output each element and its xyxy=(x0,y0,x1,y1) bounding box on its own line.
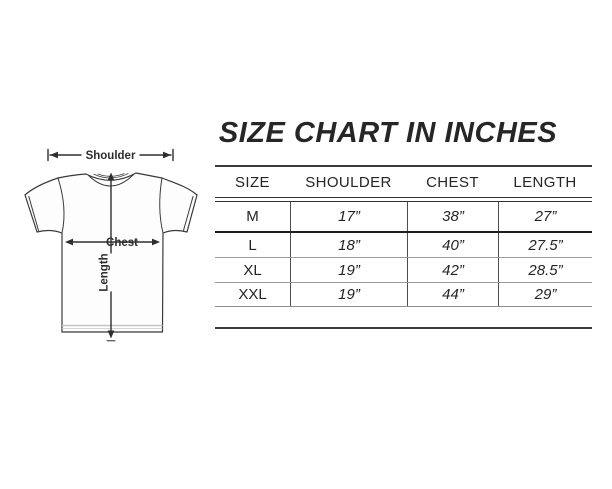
cell-length: 28.5” xyxy=(498,258,592,282)
column-header-length: LENGTH xyxy=(513,173,577,191)
table-bottom-spacer xyxy=(215,307,592,327)
shoulder-label: Shoulder xyxy=(86,150,136,162)
column-header-chest: CHEST xyxy=(426,173,479,191)
hem-band xyxy=(61,324,163,329)
header-double-rule xyxy=(215,197,592,202)
column-header-shoulder: SHOULDER xyxy=(305,173,392,191)
cell-shoulder: 19” xyxy=(290,283,407,306)
table-top-rule xyxy=(215,165,592,167)
cell-shoulder: 18” xyxy=(290,233,407,257)
cell-length: 29” xyxy=(498,283,592,306)
cell-chest: 40” xyxy=(407,233,498,257)
table-row-m: M 17” 38” 27” xyxy=(215,202,592,233)
size-table: SIZE SHOULDER CHEST LENGTH M 17” 38” 27”… xyxy=(215,165,592,329)
cell-size: L xyxy=(248,236,257,254)
cell-length: 27” xyxy=(498,202,592,231)
cell-size: XL xyxy=(243,261,262,279)
length-arrow xyxy=(106,172,116,342)
tshirt-diagram-svg: Shoulder Length Chest xyxy=(24,148,198,342)
cell-chest: 42” xyxy=(407,258,498,282)
column-header-size: SIZE xyxy=(235,173,270,191)
table-row-l: L 18” 40” 27.5” xyxy=(215,233,592,258)
cell-chest: 38” xyxy=(407,202,498,231)
table-bottom-rule xyxy=(215,327,592,329)
cell-size: XXL xyxy=(238,286,267,303)
cell-shoulder: 19” xyxy=(290,258,407,282)
length-label: Length xyxy=(99,253,111,291)
chest-label: Chest xyxy=(106,237,138,249)
cell-chest: 44” xyxy=(407,283,498,306)
cell-length: 27.5” xyxy=(498,233,592,257)
table-header-row: SIZE SHOULDER CHEST LENGTH xyxy=(215,167,592,197)
cell-size: M xyxy=(246,208,259,225)
tshirt-measurement-diagram: Shoulder Length Chest xyxy=(18,140,213,348)
table-row-xl: XL 19” 42” 28.5” xyxy=(215,258,592,283)
page-title: SIZE CHART IN INCHES xyxy=(218,117,558,149)
cell-shoulder: 17” xyxy=(290,202,407,231)
table-row-xxl: XXL 19” 44” 29” xyxy=(215,283,592,307)
shoulder-arrow xyxy=(47,148,174,162)
chest-arrow xyxy=(65,238,160,246)
